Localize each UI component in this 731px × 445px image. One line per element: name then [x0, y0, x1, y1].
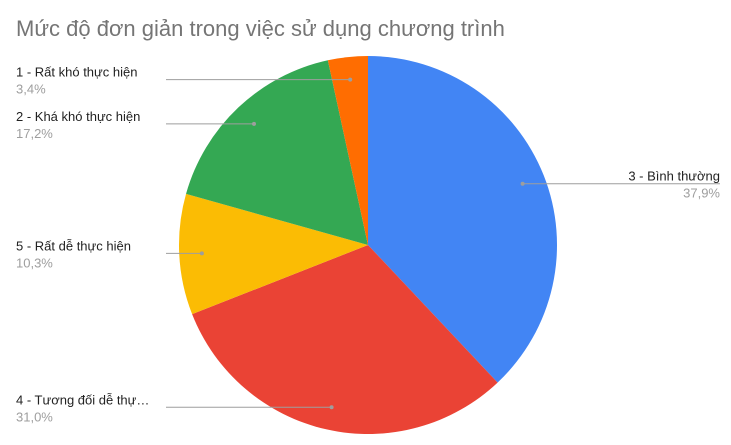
slice-percent: 3,4%	[16, 82, 46, 97]
leader-dot	[520, 181, 525, 186]
slice-percent: 17,2%	[16, 126, 53, 141]
slice-label: 5 - Rất dễ thực hiện	[16, 238, 131, 253]
leader-dot	[199, 251, 204, 256]
slice-label: 1 - Rất khó thực hiện	[16, 65, 137, 80]
slice-labels: 3 - Bình thường 37,9% 4 - Tương đối dễ thự…	[16, 65, 720, 425]
slice-label: 4 - Tương đối dễ thự…	[16, 392, 149, 407]
slice-percent: 31,0%	[16, 409, 53, 424]
chart-title: Mức độ đơn giản trong việc sử dụng chươn…	[16, 16, 505, 41]
leader-dot	[329, 405, 334, 410]
slice-percent: 10,3%	[16, 255, 53, 270]
slice-percent: 37,9%	[683, 186, 720, 201]
pie-slice[interactable]	[178, 193, 368, 315]
pie-slice[interactable]	[192, 245, 498, 434]
pie-slices	[178, 56, 558, 434]
leader-dot	[348, 77, 353, 82]
pie-slice[interactable]	[368, 56, 558, 383]
slice-label: 2 - Khá khó thực hiện	[16, 109, 140, 124]
leader-dot	[252, 121, 256, 126]
pie-slice[interactable]	[186, 60, 368, 246]
pie-slice[interactable]	[327, 56, 368, 245]
slice-label: 3 - Bình thường	[628, 169, 720, 184]
